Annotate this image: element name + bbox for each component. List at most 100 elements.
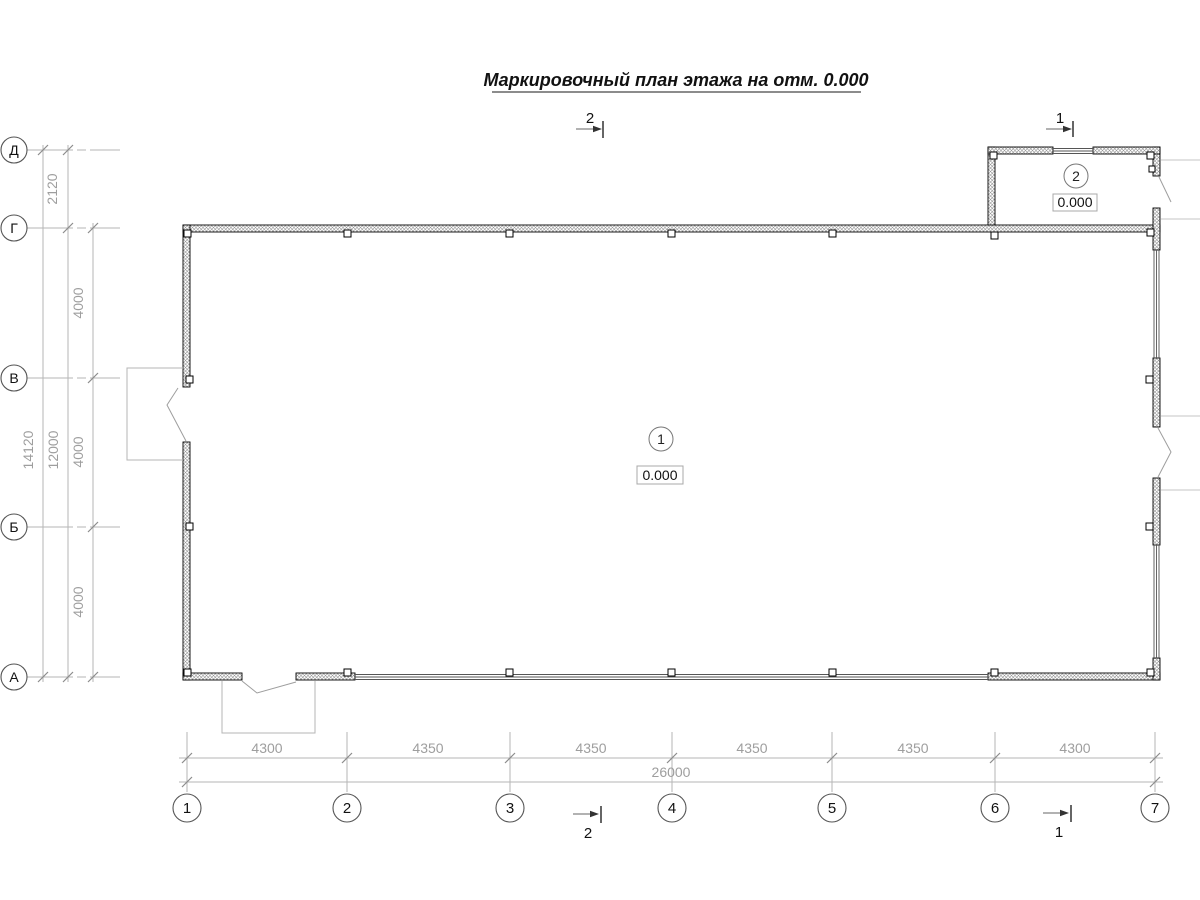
dim-tick (826, 752, 838, 764)
section-label: 1 (1056, 110, 1064, 127)
column-mark (1145, 375, 1154, 384)
section-arrowhead-icon (1063, 125, 1072, 133)
column-mark (667, 229, 676, 238)
column-mark (343, 229, 352, 238)
dim-value: 4350 (736, 740, 767, 756)
section-mark-bottom-1: 1 (1043, 805, 1072, 841)
room-number-bubble (1063, 163, 1089, 189)
title-block: Маркировочный план этажа на отм. 0.000 (483, 70, 869, 93)
door-swing-right (1157, 427, 1172, 478)
axis-label-row: Г (10, 220, 18, 236)
axis-label-row: Д (9, 142, 19, 158)
dim-tick (666, 752, 678, 764)
dim-tick (87, 372, 99, 384)
dim-tick (87, 521, 99, 533)
wall-bottom-seg2 (295, 672, 356, 681)
axis-label-col: 5 (828, 800, 836, 817)
dim-tick (504, 752, 516, 764)
column-mark (183, 229, 192, 238)
doors (166, 176, 1172, 694)
axis-label-col: 7 (1151, 800, 1159, 817)
axis-bubble-row-a (0, 663, 28, 691)
axis-bubble-col-1 (172, 793, 202, 823)
axis-bubble-col-2 (332, 793, 362, 823)
column-mark (828, 229, 837, 238)
drawing-title: Маркировочный план этажа на отм. 0.000 (483, 70, 868, 90)
section-mark-bottom-2: 2 (573, 806, 602, 842)
door-swing-annex (1158, 176, 1172, 203)
col-axes: 1 2 3 4 5 6 7 (172, 793, 1170, 823)
axis-bubble-row-g (0, 214, 28, 242)
section-label: 2 (584, 825, 592, 842)
axis-bubble-col-7 (1140, 793, 1170, 823)
column-mark (990, 668, 999, 677)
section-mark-top-1: 1 (1046, 110, 1074, 137)
axis-bubble-row-v (0, 364, 28, 392)
column-mark (828, 668, 837, 677)
axis-label-col: 3 (506, 800, 514, 817)
column-mark (185, 375, 194, 384)
column-mark (505, 229, 514, 238)
dim-tick (87, 671, 99, 683)
column-mark (505, 668, 514, 677)
door-swing-bottom (241, 680, 297, 694)
section-mark-top-2: 2 (576, 110, 604, 138)
column-mark (1145, 522, 1154, 531)
room-label-1: 1 0.000 (636, 426, 684, 485)
porch-bottom (221, 681, 316, 734)
dim-tick (62, 144, 74, 156)
leader-lines (1161, 159, 1200, 491)
window-band-right-lower (1153, 545, 1160, 658)
column-mark (343, 668, 352, 677)
elevation-value: 0.000 (1057, 194, 1092, 210)
axis-bubble-col-6 (980, 793, 1010, 823)
axis-label-row: В (9, 370, 18, 386)
dim-value: 4300 (251, 740, 282, 756)
left-dimensions: 2120 4000 4000 4000 12000 14120 (20, 144, 99, 683)
dim-tick (87, 222, 99, 234)
dim-value: 4300 (1059, 740, 1090, 756)
column-mark (1146, 151, 1155, 160)
wall-bottom-seg3 (987, 672, 1161, 681)
column-mark (1146, 228, 1155, 237)
section-arrowhead-icon (1060, 809, 1069, 817)
dim-value: 4350 (412, 740, 443, 756)
axis-label-col: 2 (343, 800, 351, 817)
dim-tick (37, 671, 49, 683)
dim-value: 4000 (70, 586, 86, 617)
dim-value: 4000 (70, 436, 86, 467)
dim-tick (37, 144, 49, 156)
dim-tick (1149, 752, 1161, 764)
elevation-box (636, 465, 684, 485)
section-label: 2 (586, 110, 594, 127)
wall-left-upper (182, 224, 191, 388)
section-arrowhead-icon (590, 810, 599, 818)
dim-tick (181, 752, 193, 764)
window-band-right-upper (1153, 250, 1160, 358)
dim-tick (181, 776, 193, 788)
axis-label-col: 6 (991, 800, 999, 817)
row-axes: Д Г В Б А (0, 136, 120, 691)
axis-bubble-col-4 (657, 793, 687, 823)
column-mark (1146, 668, 1155, 677)
elevation-box (1052, 193, 1098, 212)
column-marks (183, 151, 1156, 677)
axis-bubble-row-d (0, 136, 28, 164)
wall-annex-top-b (1092, 146, 1161, 155)
dim-total-value: 26000 (652, 764, 691, 780)
dim-value: 14120 (20, 430, 36, 469)
axis-label-col: 4 (668, 800, 676, 817)
wall-bottom-seg1 (182, 672, 243, 681)
column-mark (183, 668, 192, 677)
axis-label-row: А (9, 669, 19, 685)
bottom-dimensions: 4300 4350 4350 4350 4350 4300 26000 (179, 732, 1163, 792)
axis-label-col: 1 (183, 800, 191, 817)
window-annex-top (1053, 148, 1093, 154)
dim-value: 12000 (45, 430, 61, 469)
axis-bubble-row-b (0, 513, 28, 541)
wall-right-seg3 (1152, 477, 1161, 546)
room-label-2: 2 0.000 (1052, 163, 1098, 212)
column-mark (990, 231, 999, 240)
